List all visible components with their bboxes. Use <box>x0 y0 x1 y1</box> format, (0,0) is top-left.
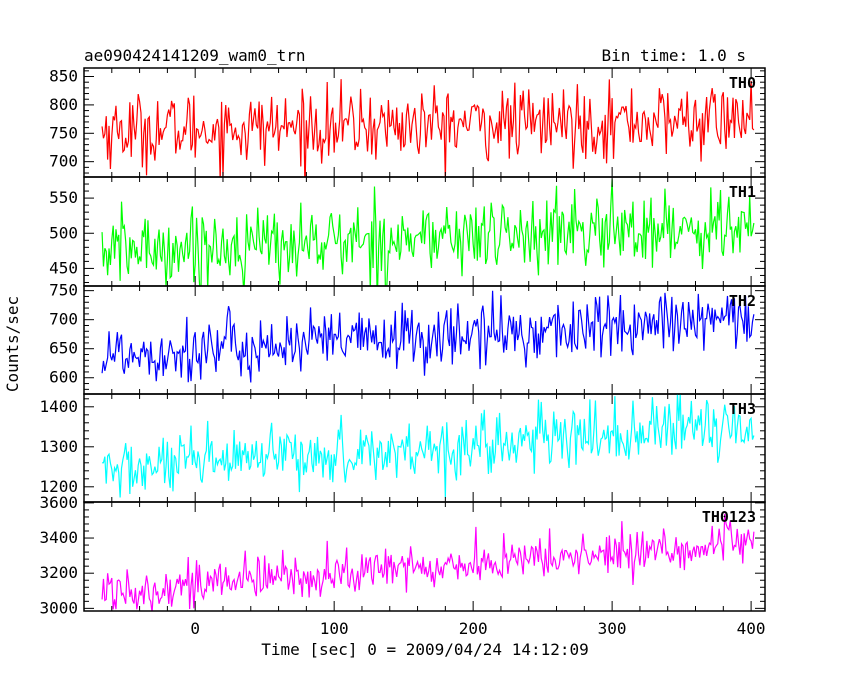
y-axis-label: Counts/sec <box>3 296 22 392</box>
y-tick-label: 800 <box>49 95 78 114</box>
x-axis-label: Time [sec] 0 = 2009/04/24 14:12:09 <box>261 640 589 659</box>
panel-label-th0: TH0 <box>729 74 756 92</box>
panel-th2: 600 650 700 750 TH2 <box>49 281 766 395</box>
y-tick-label: 3000 <box>39 598 78 617</box>
panel-label-th0123: TH0123 <box>702 508 756 526</box>
y-tick-label: 500 <box>49 223 78 242</box>
x-tick-label: 400 <box>737 619 766 638</box>
panel-label-th3: TH3 <box>729 400 756 418</box>
series-line-th1 <box>101 179 755 286</box>
series-line-th2 <box>101 290 755 383</box>
panel-frame <box>83 501 766 612</box>
panels-group: 700 750 800 850 TH0 450 500 550 TH1 600 650 700 750 T… <box>39 67 766 638</box>
y-tick-label: 3600 <box>39 493 78 512</box>
chart-title: ae090424141209_wam0_trn <box>84 46 306 65</box>
series-line-th0 <box>101 79 755 177</box>
y-tick-label: 3400 <box>39 528 78 547</box>
panel-frame <box>83 393 766 503</box>
y-tick-label: 550 <box>49 188 78 207</box>
y-tick-label: 700 <box>49 152 78 171</box>
y-tick-label: 650 <box>49 339 78 358</box>
x-tick-label: 0 <box>190 619 200 638</box>
y-tick-label: 850 <box>49 67 78 86</box>
y-tick-label: 1200 <box>39 477 78 496</box>
y-tick-label: 1300 <box>39 437 78 456</box>
panel-th1: 450 500 550 TH1 <box>49 176 766 287</box>
y-tick-label: 750 <box>49 123 78 142</box>
y-tick-label: 750 <box>49 281 78 300</box>
y-tick-label: 600 <box>49 368 78 387</box>
panel-th0: 700 750 800 850 TH0 <box>49 67 766 178</box>
series-line-th0123 <box>101 513 755 611</box>
panel-th3: 1200 1300 1400 TH3 <box>39 393 766 503</box>
y-tick-label: 1400 <box>39 397 78 416</box>
panel-th0123: 3000 3200 3400 3600 TH0123 <box>39 493 766 617</box>
y-tick-label: 700 <box>49 310 78 329</box>
x-tick-label: 200 <box>459 619 488 638</box>
bin-time-label: Bin time: 1.0 s <box>602 46 747 65</box>
y-tick-label: 3200 <box>39 563 78 582</box>
panel-label-th2: TH2 <box>729 292 756 310</box>
y-tick-label: 450 <box>49 258 78 277</box>
x-tick-label: 300 <box>598 619 627 638</box>
panel-label-th1: TH1 <box>729 183 756 201</box>
x-tick-label: 100 <box>320 619 349 638</box>
series-line-th3 <box>102 394 755 498</box>
